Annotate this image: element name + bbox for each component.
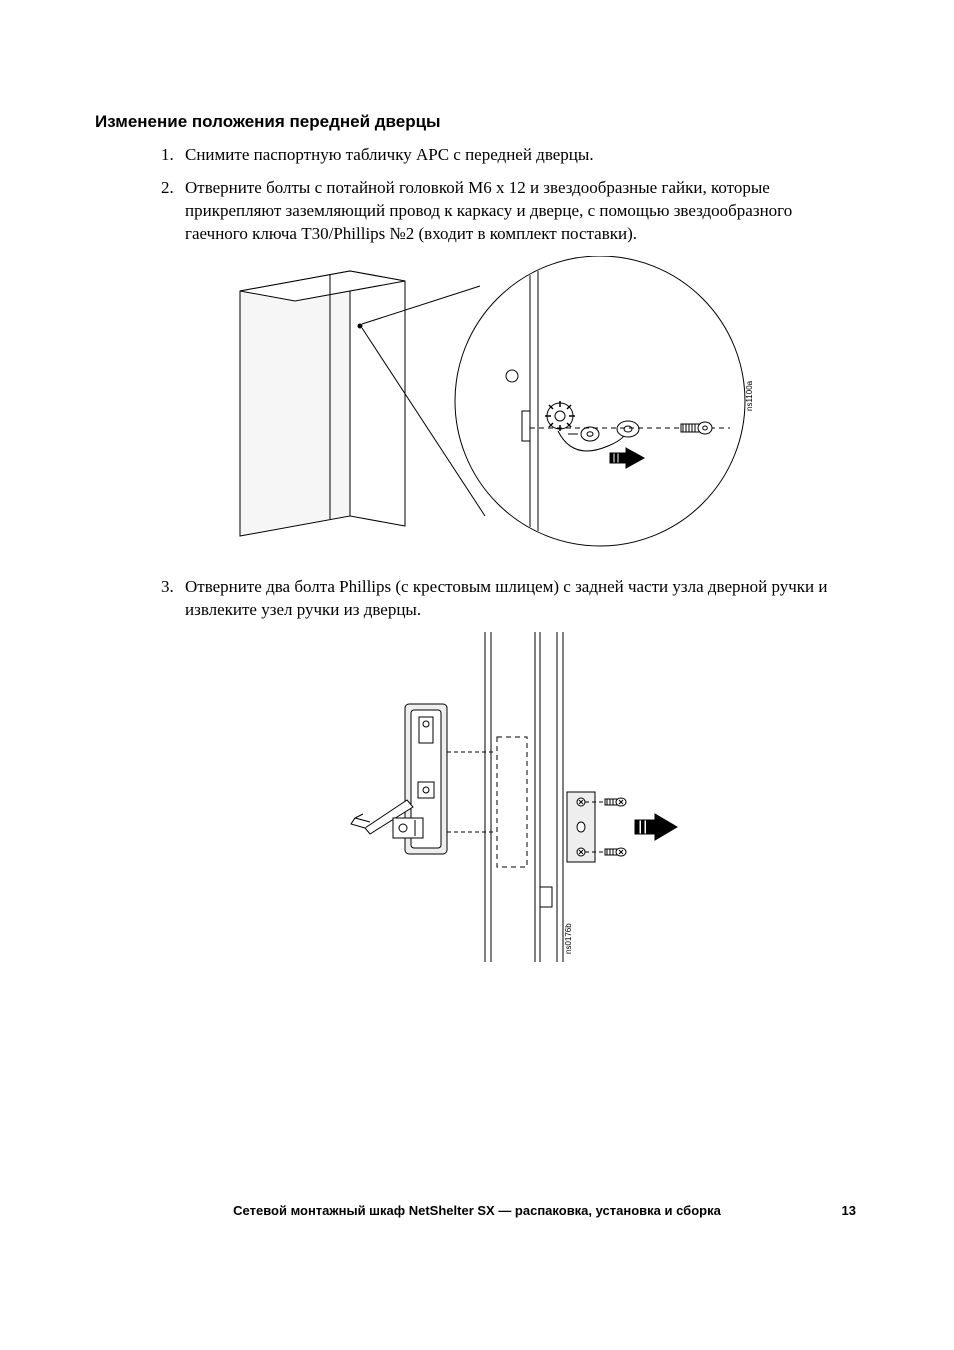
- ordered-list: 1. Снимите паспортную табличку APC с пер…: [95, 144, 859, 972]
- list-item: 2. Отверните болты с потайной головкой M…: [185, 177, 859, 246]
- figure-2: ns0176b: [335, 632, 859, 972]
- footer-text: Сетевой монтажный шкаф NetShelter SX — р…: [0, 1203, 954, 1218]
- list-number: 2.: [161, 177, 174, 200]
- list-number: 1.: [161, 144, 174, 167]
- figure-1: ns1100a: [230, 256, 859, 556]
- list-text: Снимите паспортную табличку APC с передн…: [185, 145, 594, 164]
- list-number: 3.: [161, 576, 174, 599]
- list-item: 1. Снимите паспортную табличку APC с пер…: [185, 144, 859, 167]
- section-heading: Изменение положения передней дверцы: [95, 112, 859, 132]
- figure-label: ns0176b: [564, 922, 573, 953]
- page-number: 13: [842, 1203, 856, 1218]
- list-text: Отверните два болта Phillips (с крестовы…: [185, 577, 827, 619]
- list-item: 3. Отверните два болта Phillips (с крест…: [185, 576, 859, 622]
- list-text: Отверните болты с потайной головкой M6 x…: [185, 178, 792, 243]
- page-content: Изменение положения передней дверцы 1. С…: [0, 0, 954, 1350]
- figure-label: ns1100a: [745, 380, 754, 411]
